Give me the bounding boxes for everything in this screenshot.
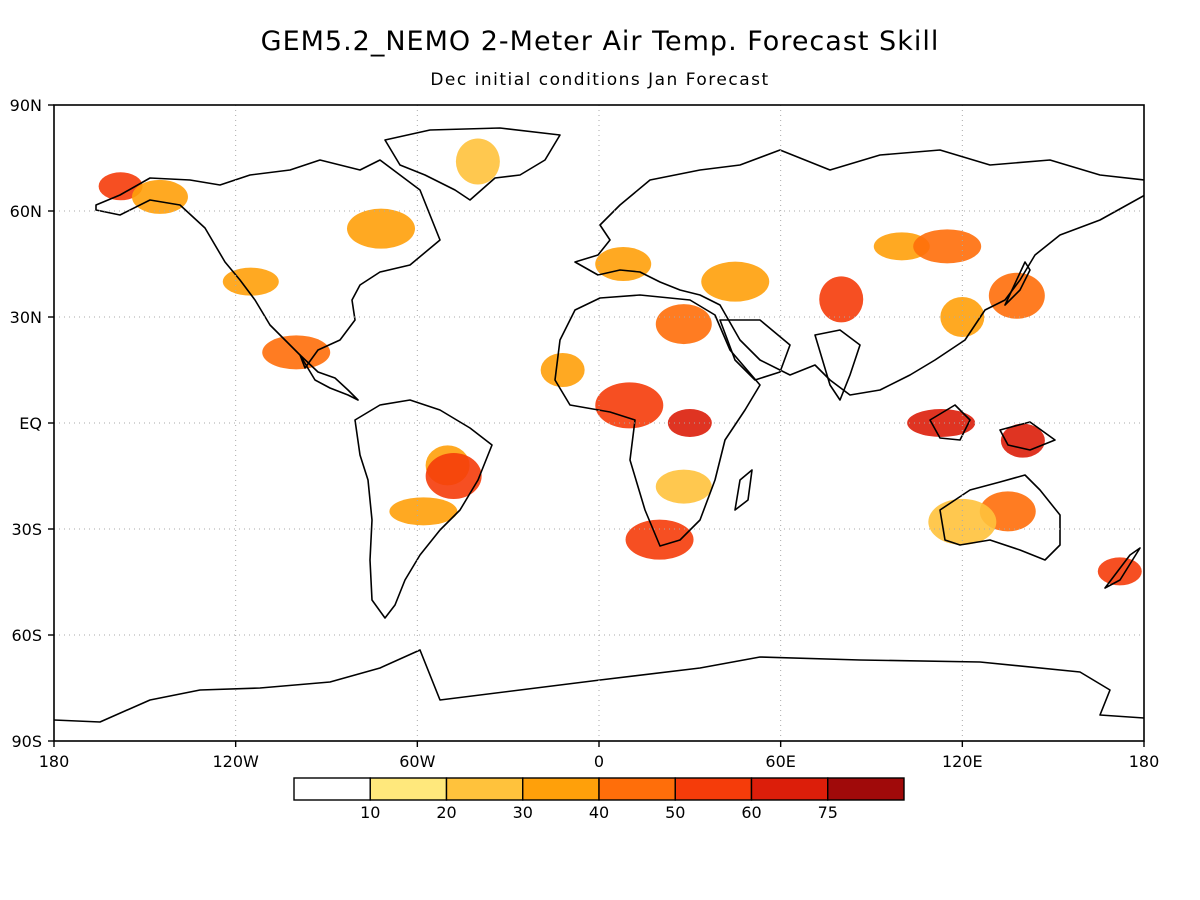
skill-region xyxy=(595,247,652,281)
colorbar-label: 30 xyxy=(513,803,533,822)
coastline-new-zealand xyxy=(1104,547,1141,589)
skill-region xyxy=(98,172,143,201)
colorbar-label: 50 xyxy=(665,803,685,822)
colorbar-label: 20 xyxy=(436,803,456,822)
skill-region xyxy=(347,208,415,249)
skill-region xyxy=(819,276,864,323)
lon-tick-label: 60E xyxy=(765,752,795,771)
lat-tick-label: 60N xyxy=(10,202,42,221)
skill-region xyxy=(928,498,997,545)
skill-region xyxy=(425,453,482,499)
lat-tick-label: EQ xyxy=(19,414,42,433)
colorbar-swatch xyxy=(674,777,753,801)
colorbar-label: 40 xyxy=(589,803,609,822)
lat-tick-label: 90N xyxy=(10,96,42,115)
skill-region xyxy=(595,382,664,429)
lon-tick-label: 120W xyxy=(212,752,259,771)
coastline-arabia xyxy=(719,319,791,381)
coastline-south-america xyxy=(354,399,493,619)
coastline-antarctica xyxy=(54,649,1144,723)
lon-tick-label: 60W xyxy=(399,752,435,771)
skill-region xyxy=(131,179,188,214)
skill-region xyxy=(907,409,976,437)
colorbar-swatch xyxy=(293,777,371,801)
colorbar-swatch xyxy=(827,777,905,801)
coastline-japan xyxy=(1004,261,1031,306)
colorbar-label: 60 xyxy=(741,803,761,822)
skill-region xyxy=(1097,557,1142,586)
colorbar-swatch xyxy=(522,777,600,801)
skill-region xyxy=(540,353,585,387)
skill-region xyxy=(873,232,930,261)
coastline-eurasia xyxy=(574,149,1144,396)
lat-tick-label: 30S xyxy=(11,520,42,539)
skill-region xyxy=(913,229,982,264)
coastline-india xyxy=(814,329,861,401)
coastline-north-america xyxy=(95,159,441,369)
skill-region xyxy=(655,304,712,345)
lon-tick-label: 120E xyxy=(942,752,983,771)
chart-title: GEM5.2_NEMO 2-Meter Air Temp. Forecast S… xyxy=(260,26,940,57)
skill-region xyxy=(701,261,770,302)
colorbar-swatch xyxy=(598,777,676,801)
skill-region xyxy=(988,272,1045,319)
lon-tick-label: 180 xyxy=(1129,752,1160,771)
colorbar-swatch xyxy=(445,777,524,801)
skill-region xyxy=(455,138,500,185)
skill-region xyxy=(625,519,694,560)
lon-tick-label: 0 xyxy=(594,752,604,771)
skill-region xyxy=(655,469,712,504)
coastline-africa xyxy=(554,294,761,547)
chart-subtitle: Dec initial conditions Jan Forecast xyxy=(430,70,770,90)
coastline-madagascar xyxy=(734,469,753,511)
lat-tick-label: 60S xyxy=(11,626,42,645)
colorbar-swatch xyxy=(369,777,448,801)
lat-tick-label: 30N xyxy=(10,308,42,327)
coastline-central-america xyxy=(299,354,359,401)
coastline-australia xyxy=(939,474,1061,561)
colorbar-label: 75 xyxy=(818,803,838,822)
lat-tick-label: 90S xyxy=(11,732,42,751)
colorbar-swatch xyxy=(750,777,829,801)
skill-region xyxy=(389,497,458,526)
coastline-greenland xyxy=(384,127,561,201)
coastline-borneo xyxy=(929,404,971,441)
latitude-axis-labels: 90N 60N 30N EQ 30S 60S 90S xyxy=(10,96,54,751)
longitude-axis-labels: 180 120W 60W 0 60E 120E 180 xyxy=(39,741,1160,771)
colorbar: 10 20 30 40 50 60 75 xyxy=(293,777,905,822)
skill-region xyxy=(222,267,279,296)
colorbar-label: 10 xyxy=(360,803,380,822)
lon-tick-label: 180 xyxy=(39,752,70,771)
